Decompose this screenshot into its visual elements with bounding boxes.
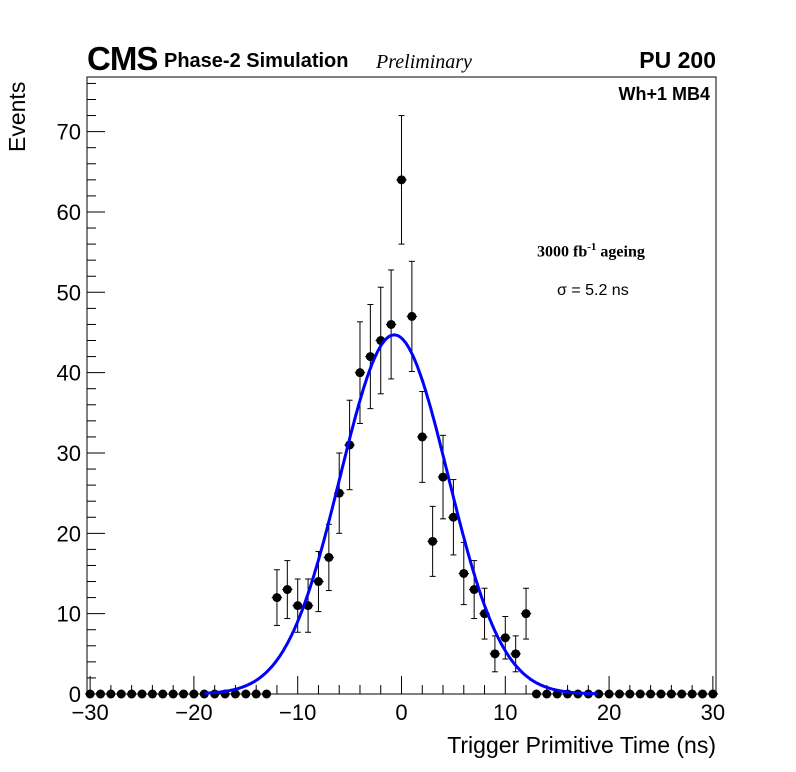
y-tick-label: 20	[57, 521, 81, 546]
data-point	[500, 633, 510, 643]
data-point	[646, 689, 656, 699]
data-point	[324, 552, 334, 562]
y-tick-label: 30	[57, 441, 81, 466]
data-point	[656, 689, 666, 699]
y-tick-label: 50	[57, 280, 81, 305]
data-point	[521, 609, 531, 619]
data-point	[666, 689, 676, 699]
data-point	[251, 689, 261, 699]
data-point	[438, 472, 448, 482]
data-point	[230, 689, 240, 699]
data-point	[417, 432, 427, 442]
y-tick-label: 0	[69, 682, 81, 707]
y-axis-title: Events	[4, 81, 30, 152]
data-point	[168, 689, 178, 699]
data-point	[116, 689, 126, 699]
x-tick-label: −30	[71, 700, 108, 725]
data-point	[428, 536, 438, 546]
y-tick-label: 40	[57, 361, 81, 386]
data-point	[158, 689, 168, 699]
data-point	[469, 585, 479, 595]
x-axis-title: Trigger Primitive Time (ns)	[447, 732, 716, 758]
ageing-rest: ageing	[596, 243, 645, 261]
data-point	[614, 689, 624, 699]
data-point	[272, 593, 282, 603]
pileup-label: PU 200	[639, 47, 716, 73]
data-point	[397, 175, 406, 185]
y-tick-label: 70	[57, 120, 81, 145]
data-point	[127, 689, 137, 699]
data-point	[106, 689, 116, 699]
data-point	[95, 689, 105, 699]
data-point	[698, 689, 708, 699]
data-point	[293, 601, 303, 611]
x-tick-label: 30	[701, 700, 725, 725]
ageing-sup: -1	[587, 241, 597, 253]
ageing-label: 3000 fb-1 ageing	[537, 241, 645, 261]
x-tick-label: −10	[279, 700, 316, 725]
y-tick-label: 60	[57, 200, 81, 225]
sigma-label: σ = 5.2 ns	[557, 282, 629, 299]
data-point	[179, 689, 189, 699]
data-point	[677, 689, 687, 699]
station-label: Wh+1 MB4	[618, 84, 710, 104]
data-point	[490, 649, 500, 659]
data-point	[407, 311, 417, 321]
x-tick-label: 0	[395, 700, 407, 725]
data-point	[137, 689, 147, 699]
gaussian-fit-curve	[204, 333, 598, 696]
data-point	[459, 568, 469, 578]
data-point	[241, 689, 251, 699]
data-point	[687, 689, 697, 699]
data-point	[448, 512, 458, 522]
x-tick-label: 20	[597, 700, 621, 725]
ageing-base: 3000 fb	[537, 243, 588, 261]
x-tick-label: −20	[175, 700, 212, 725]
data-point	[708, 689, 718, 699]
data-point	[147, 689, 157, 699]
cms-logo: CMS	[87, 40, 158, 77]
data-point	[282, 585, 292, 595]
data-point	[511, 649, 521, 659]
simulation-label: Phase-2 Simulation	[164, 50, 349, 72]
data-point	[625, 689, 635, 699]
data-point	[313, 577, 323, 587]
x-tick-label: 10	[493, 700, 517, 725]
data-point	[635, 689, 645, 699]
preliminary-label: Preliminary	[376, 51, 472, 73]
data-point	[355, 368, 365, 378]
data-point	[542, 689, 552, 699]
data-point	[604, 689, 614, 699]
data-point	[594, 689, 604, 699]
data-point	[386, 319, 396, 329]
data-point	[531, 689, 541, 699]
data-point	[262, 689, 272, 699]
y-tick-label: 10	[57, 602, 81, 627]
data-point	[189, 689, 199, 699]
data-point	[85, 689, 95, 699]
